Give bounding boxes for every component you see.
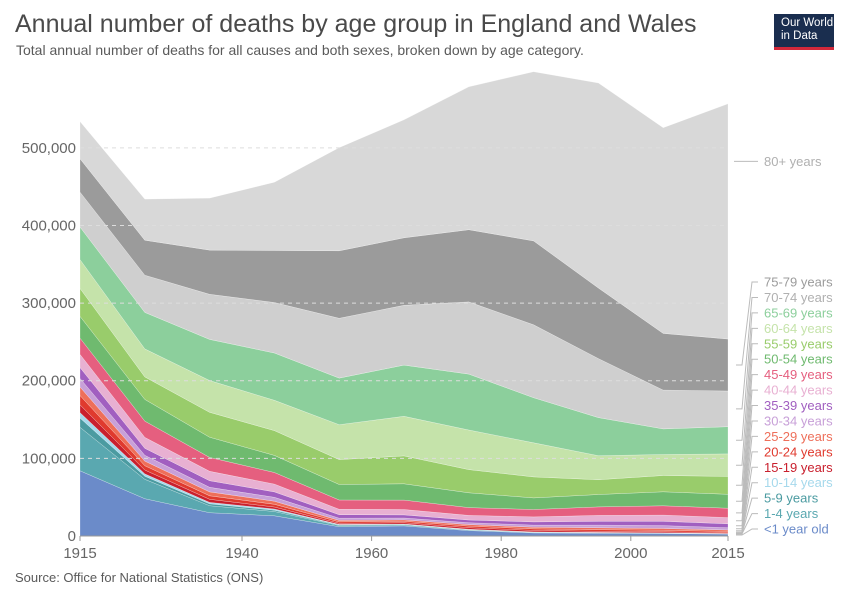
x-tick-label: 2000 [614, 545, 647, 562]
x-tick-label: 2015 [711, 545, 744, 562]
logo-line-1: Our World [781, 17, 834, 29]
legend-label-65-69-years: 65-69 years [764, 305, 833, 320]
legend-label-55-59-years: 55-59 years [764, 336, 833, 351]
legend-label-75-79-years: 75-79 years [764, 275, 833, 290]
legend-connector-20-24-years [736, 451, 758, 533]
legend-connector-55-59-years [736, 343, 758, 486]
legend-label-40-44-years: 40-44 years [764, 383, 833, 398]
legend-label-10-14-years: 10-14 years [764, 475, 833, 490]
owid-logo[interactable]: Our World in Data [774, 14, 834, 50]
legend-connector-60-64-years [736, 327, 758, 466]
y-tick-label: 300,000 [22, 295, 76, 312]
legend-connector-30-34-years [736, 420, 758, 530]
x-tick-label: 1980 [485, 545, 518, 562]
legend-label-5-9-years: 5-9 years [764, 491, 819, 506]
y-tick-label: 400,000 [22, 217, 76, 234]
x-tick-label: 1960 [355, 545, 388, 562]
legend-connector-35-39-years [736, 405, 758, 527]
legend-label-1-4-years: 1-4 years [764, 506, 819, 521]
area-80-years [79, 71, 729, 340]
legend-label-60-64-years: 60-64 years [764, 321, 833, 336]
y-tick-label: 500,000 [22, 140, 76, 157]
chart-title: Annual number of deaths by age group in … [15, 10, 697, 38]
legend-connector-65-69-years [736, 312, 758, 441]
y-tick-label: 0 [68, 528, 76, 545]
legend-label-50-54-years: 50-54 years [764, 352, 833, 367]
legend-label-1-year-old: <1 year old [764, 522, 829, 537]
legend-connector-50-54-years [736, 358, 758, 502]
legend-connector-75-79-years [736, 281, 758, 366]
y-gridlines [80, 147, 728, 459]
area-layers [79, 71, 729, 537]
legend-label-80-years: 80+ years [764, 154, 822, 169]
logo-line-2: in Data [781, 30, 818, 42]
legend-label-20-24-years: 20-24 years [764, 444, 833, 459]
legend-connector-40-44-years [736, 389, 758, 522]
legend-label-45-49-years: 45-49 years [764, 367, 833, 382]
legend-label-30-34-years: 30-34 years [764, 413, 833, 428]
legend-label-35-39-years: 35-39 years [764, 398, 833, 413]
x-tick-label: 1940 [225, 545, 258, 562]
x-tick-label: 1915 [63, 545, 96, 562]
y-tick-label: 100,000 [22, 450, 76, 467]
source-note: Source: Office for National Statistics (… [15, 570, 264, 585]
chart-subtitle: Total annual number of deaths for all ca… [16, 42, 584, 58]
legend-connector-45-49-years [736, 374, 758, 514]
legend-label-25-29-years: 25-29 years [764, 429, 833, 444]
legend-connector-15-19-years [736, 466, 758, 534]
legend-connector-1-year-old [736, 528, 758, 536]
legend-label-70-74-years: 70-74 years [764, 290, 833, 305]
legend-connector-70-74-years [736, 296, 758, 410]
legend-connector-25-29-years [736, 435, 758, 532]
y-tick-label: 200,000 [22, 373, 76, 390]
legend-label-15-19-years: 15-19 years [764, 460, 833, 475]
